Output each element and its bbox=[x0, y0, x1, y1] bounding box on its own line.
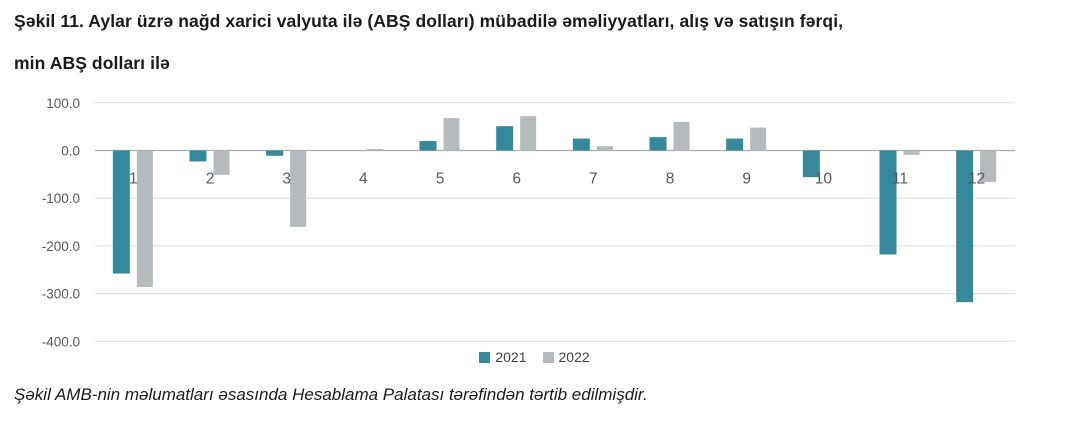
x-category-label: 10 bbox=[815, 171, 833, 188]
bar-2022-month-3 bbox=[290, 150, 307, 227]
y-tick-label: 100.0 bbox=[46, 96, 80, 111]
bar-2021-month-11 bbox=[879, 150, 897, 255]
x-category-label: 4 bbox=[359, 171, 368, 188]
y-tick-label: -300.0 bbox=[42, 287, 80, 302]
x-category-label: 9 bbox=[742, 171, 751, 188]
bar-2021-month-10 bbox=[802, 150, 820, 178]
figure-title: Şəkil 11. Aylar üzrə nağd xarici valyuta… bbox=[14, 11, 844, 73]
legend-swatch-2021-icon bbox=[479, 351, 491, 363]
y-tick-label: 0.0 bbox=[61, 144, 80, 159]
bar-2021-month-7 bbox=[572, 138, 590, 151]
x-category-label: 12 bbox=[968, 171, 985, 188]
legend-label-2022: 2022 bbox=[558, 349, 590, 365]
bar-2021-month-1 bbox=[112, 150, 130, 274]
bar-2021-month-8 bbox=[649, 137, 667, 151]
bar-2021-month-2 bbox=[189, 150, 207, 162]
bar-2022-month-4 bbox=[366, 149, 383, 151]
bar-2021-month-9 bbox=[726, 138, 744, 151]
bar-2022-month-8 bbox=[673, 121, 690, 151]
figure-source-note: Şəkil AMB-nin məlumatları əsasında Hesab… bbox=[14, 385, 648, 404]
y-tick-label: -400.0 bbox=[42, 334, 80, 348]
bar-2021-month-5 bbox=[419, 140, 437, 151]
y-tick-label: -200.0 bbox=[42, 239, 80, 254]
x-category-label: 8 bbox=[666, 171, 675, 188]
bar-2022-month-12 bbox=[980, 150, 997, 182]
legend-label-2021: 2021 bbox=[495, 349, 527, 365]
bar-2022-month-11 bbox=[903, 150, 920, 155]
chart-legend: 2021 2022 bbox=[0, 349, 1069, 365]
legend-item-2022: 2022 bbox=[542, 349, 590, 365]
y-tick-label: -100.0 bbox=[42, 191, 80, 206]
x-category-label: 7 bbox=[589, 171, 598, 188]
bar-2021-month-3 bbox=[266, 150, 284, 156]
bar-2022-month-1 bbox=[136, 150, 153, 287]
bar-2022-month-9 bbox=[750, 127, 767, 151]
x-category-label: 6 bbox=[512, 171, 521, 188]
legend-item-2021: 2021 bbox=[479, 349, 527, 365]
bar-2022-month-2 bbox=[213, 150, 230, 175]
bar-chart: 100.00.0-100.0-200.0-300.0-400.01 2 3 4 5 6 7 8… bbox=[42, 96, 1015, 348]
bar-2021-month-12 bbox=[956, 150, 974, 303]
x-category-label: 5 bbox=[436, 171, 445, 188]
bar-2022-month-6 bbox=[520, 116, 537, 151]
x-category-label: 3 bbox=[282, 171, 291, 188]
bar-2022-month-7 bbox=[596, 146, 613, 151]
bar-2022-month-5 bbox=[443, 118, 460, 151]
x-category-label: 2 bbox=[206, 171, 215, 188]
legend-swatch-2022-icon bbox=[542, 351, 554, 363]
x-category-label: 1 bbox=[129, 171, 138, 188]
x-category-label: 11 bbox=[892, 171, 908, 188]
bar-2021-month-6 bbox=[496, 126, 514, 151]
